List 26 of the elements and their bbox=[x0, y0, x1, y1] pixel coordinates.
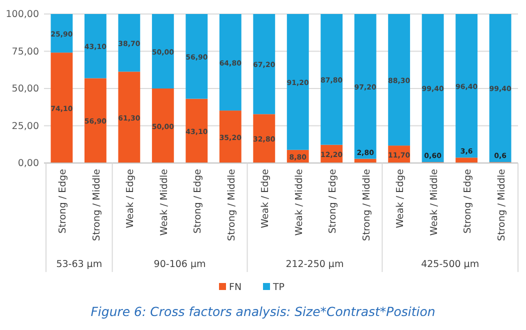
x-tick-label: Strong / Middle bbox=[361, 168, 372, 241]
x-tick-label: Strong / Middle bbox=[496, 168, 508, 241]
x-tick-label: Weak / Edge bbox=[260, 168, 272, 228]
x-tick-label: Strong / Edge bbox=[192, 168, 204, 234]
x-tick-label: Weak / Middle bbox=[428, 168, 440, 236]
x-tick-label: Strong / Edge bbox=[462, 168, 474, 234]
y-tick-label: 75,00 bbox=[12, 46, 39, 58]
y-tick-label: 0,00 bbox=[18, 158, 39, 170]
text: 90-106 µm bbox=[154, 259, 206, 270]
x-tick-label: Strong / Middle bbox=[226, 168, 238, 241]
x-tick-label: Strong / Middle bbox=[91, 168, 102, 241]
y-tick-label: 100,00 bbox=[6, 9, 39, 20]
legend-label: TP bbox=[272, 282, 285, 293]
y-tick-label: 50,00 bbox=[12, 84, 39, 95]
x-tick-label: Weak / Middle bbox=[158, 168, 170, 236]
x-tick-label: Weak / Edge bbox=[125, 168, 136, 228]
text: 425-500 µm bbox=[421, 259, 480, 270]
x-tick-label: Strong / Edge bbox=[58, 168, 69, 234]
x-tick-label: Weak / Edge bbox=[395, 168, 406, 228]
y-tick-label: 25,00 bbox=[12, 120, 39, 132]
x-tick-label: Strong / Edge bbox=[328, 168, 339, 234]
x-tick-label: Weak / Middle bbox=[294, 168, 305, 236]
text: 53-63 µm bbox=[56, 259, 102, 270]
text: 212-250 µm bbox=[286, 259, 344, 270]
legend-label: FN bbox=[229, 282, 242, 293]
caption: Figure 6: Cross factors analysis: Size*Contrast*Position bbox=[90, 304, 436, 319]
